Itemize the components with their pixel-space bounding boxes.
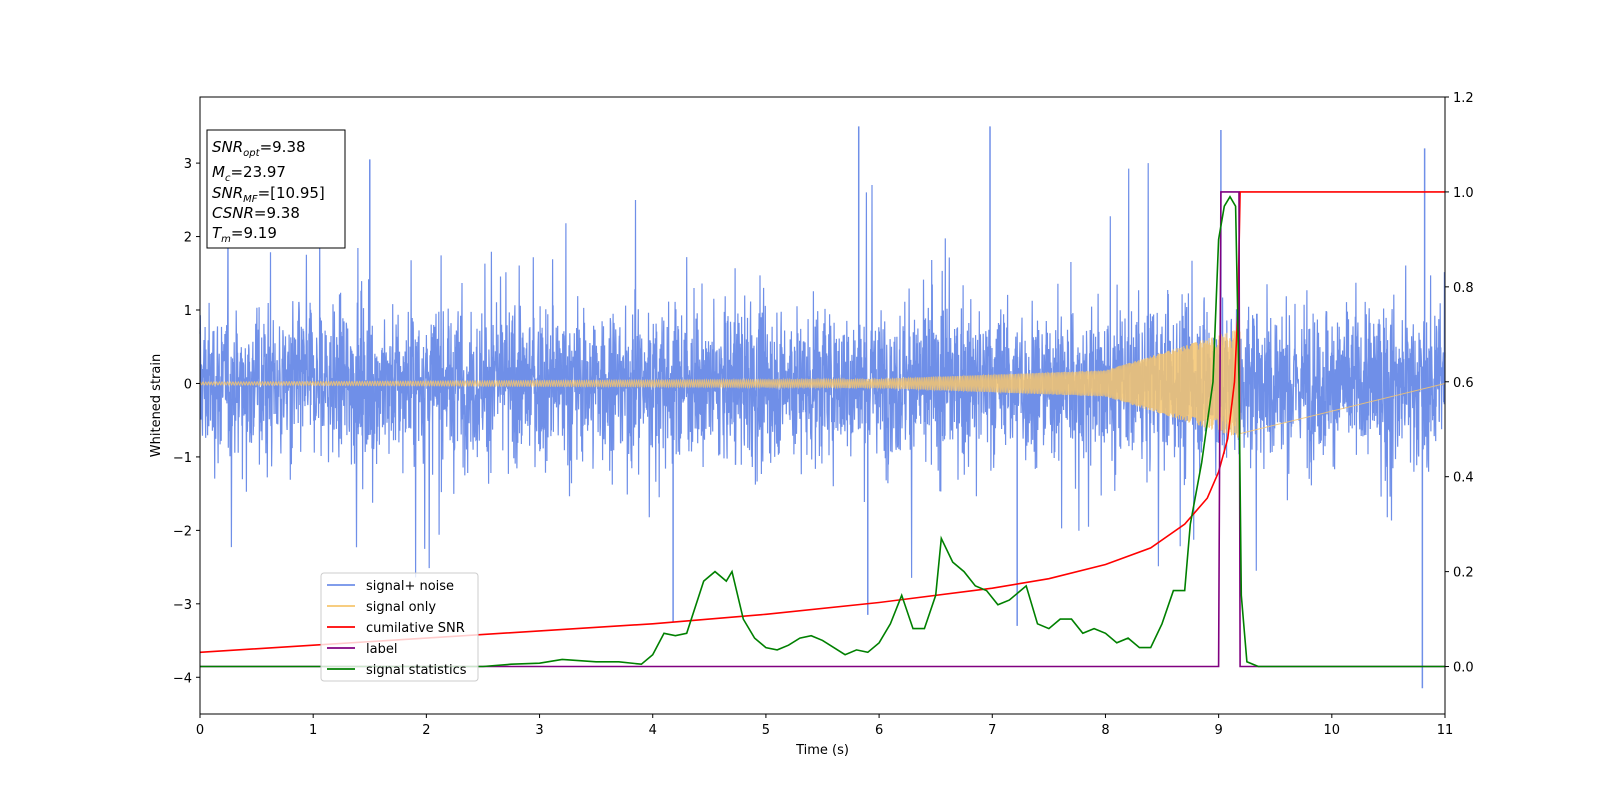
x-tick-label: 0 [196,723,204,738]
legend-label: signal statistics [366,663,467,678]
signal-only-series [199,329,1446,439]
legend-label: signal only [366,600,436,615]
line-series-group [199,191,1445,668]
y-tick-label: 3 [184,157,192,172]
x-tick-label: 1 [309,723,317,738]
legend: signal+ noise signal only cumilative SNR la… [320,572,479,682]
y2-tick-label: 0.4 [1453,471,1474,486]
info-box-frame [206,129,346,249]
x-tick-label: 6 [875,723,883,738]
info-snr-mf: SNRMF=[10.95] [212,184,325,205]
parameter-info-box: SNRopt=9.38 Mc=23.97 SNRMF=[10.95] CSNR=… [206,129,346,249]
legend-label: label [366,642,397,657]
x-tick-label: 7 [988,723,996,738]
x-tick-label: 5 [762,723,770,738]
y-tick-label: 2 [184,231,192,246]
y-tick-label: −3 [173,598,192,613]
info-csnr: CSNR=9.38 [212,204,300,222]
x-tick-label: 11 [1437,723,1454,738]
plot-frame [199,96,1446,715]
y-tick-label: 0 [184,377,192,392]
y2-tick-label: 1.2 [1453,91,1474,106]
signal-only-line [199,329,1446,439]
y2-tick-label: 0.0 [1453,661,1474,676]
legend-label: cumilative SNR [366,621,465,636]
x-tick-label: 10 [1324,723,1341,738]
y-tick-label: −1 [173,451,192,466]
x-tick-label: 3 [535,723,543,738]
y-tick-label: −4 [173,671,192,686]
axis-ticks: 0 1 2 3 4 5 6 7 8 9 10 11 −4 −3 −2 −1 0 1 2 3 0.0 0.2 0.4 0.6 0.… [173,91,1474,738]
x-axis-label: Time (s) [795,743,849,758]
info-snr-opt: SNRopt=9.38 [212,138,306,159]
legend-frame [320,572,479,682]
legend-entries: signal+ noise signal only cumilative SNR la… [327,579,467,678]
legend-label: signal+ noise [366,579,454,594]
y-tick-label: 1 [184,304,192,319]
y-tick-label: −2 [173,524,192,539]
y-axis-label: Whitened strain [149,354,164,457]
y2-tick-label: 0.2 [1453,566,1474,581]
x-tick-label: 2 [422,723,430,738]
y2-tick-label: 1.0 [1453,186,1474,201]
series-cumilative-snr [199,191,1445,654]
y2-tick-label: 0.8 [1453,281,1474,296]
x-tick-label: 8 [1101,723,1109,738]
info-merger-time: Tm=9.19 [212,224,277,245]
info-chirp-mass: Mc=23.97 [212,163,286,184]
series-signal-statistics [200,195,1445,668]
x-tick-label: 4 [649,723,657,738]
y2-tick-label: 0.6 [1453,376,1474,391]
x-tick-label: 9 [1214,723,1222,738]
